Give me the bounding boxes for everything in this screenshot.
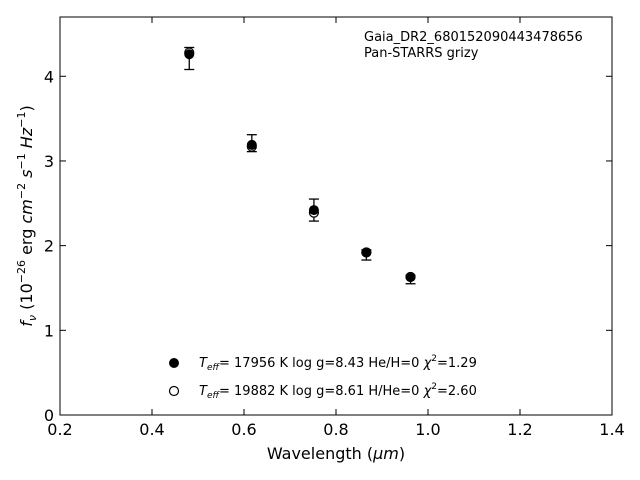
y-tick-label: 3 bbox=[44, 152, 54, 171]
x-tick-label: 1.0 bbox=[415, 420, 440, 439]
y-axis-label: fν (10−26 erg cm−2 s−1 Hz−1) bbox=[15, 105, 39, 326]
legend-marker-filled bbox=[169, 358, 179, 368]
x-axis-label: Wavelength (μm) bbox=[267, 444, 405, 463]
x-tick-label: 0.6 bbox=[231, 420, 256, 439]
y-tick-label: 0 bbox=[44, 406, 54, 425]
model-point-filled bbox=[308, 205, 319, 216]
y-tick-label: 1 bbox=[44, 321, 54, 340]
legend-label-1: Teff= 17956 K log g=8.43 He/H=0 χ2=1.29 bbox=[199, 354, 477, 373]
y-axis-ticks: 0 1 2 3 4 bbox=[44, 67, 612, 425]
annotation-object-id: Gaia_DR2_680152090443478656 bbox=[364, 30, 583, 45]
data-marks bbox=[184, 46, 416, 285]
legend-marker-open bbox=[168, 385, 180, 397]
x-tick-label: 1.2 bbox=[507, 420, 532, 439]
y-tick-label: 4 bbox=[44, 67, 54, 86]
y-tick-label: 2 bbox=[44, 237, 54, 256]
model-point-filled bbox=[361, 247, 372, 258]
model-point-filled bbox=[405, 271, 416, 282]
model-point-filled bbox=[246, 139, 257, 150]
x-axis-ticks: 0.2 0.4 0.6 0.8 1.0 1.2 1.4 bbox=[47, 17, 625, 439]
x-tick-label: 0.2 bbox=[47, 420, 72, 439]
annotation-survey: Pan-STARRS grizy bbox=[364, 46, 479, 61]
x-tick-label: 1.4 bbox=[599, 420, 624, 439]
x-tick-label: 0.8 bbox=[323, 420, 348, 439]
x-tick-label: 0.4 bbox=[139, 420, 164, 439]
model-point-filled bbox=[184, 49, 195, 60]
legend-label-2: Teff= 19882 K log g=8.61 H/He=0 χ2=2.60 bbox=[199, 382, 477, 401]
legend: Teff= 17956 K log g=8.43 He/H=0 χ2=1.29 … bbox=[168, 354, 477, 401]
